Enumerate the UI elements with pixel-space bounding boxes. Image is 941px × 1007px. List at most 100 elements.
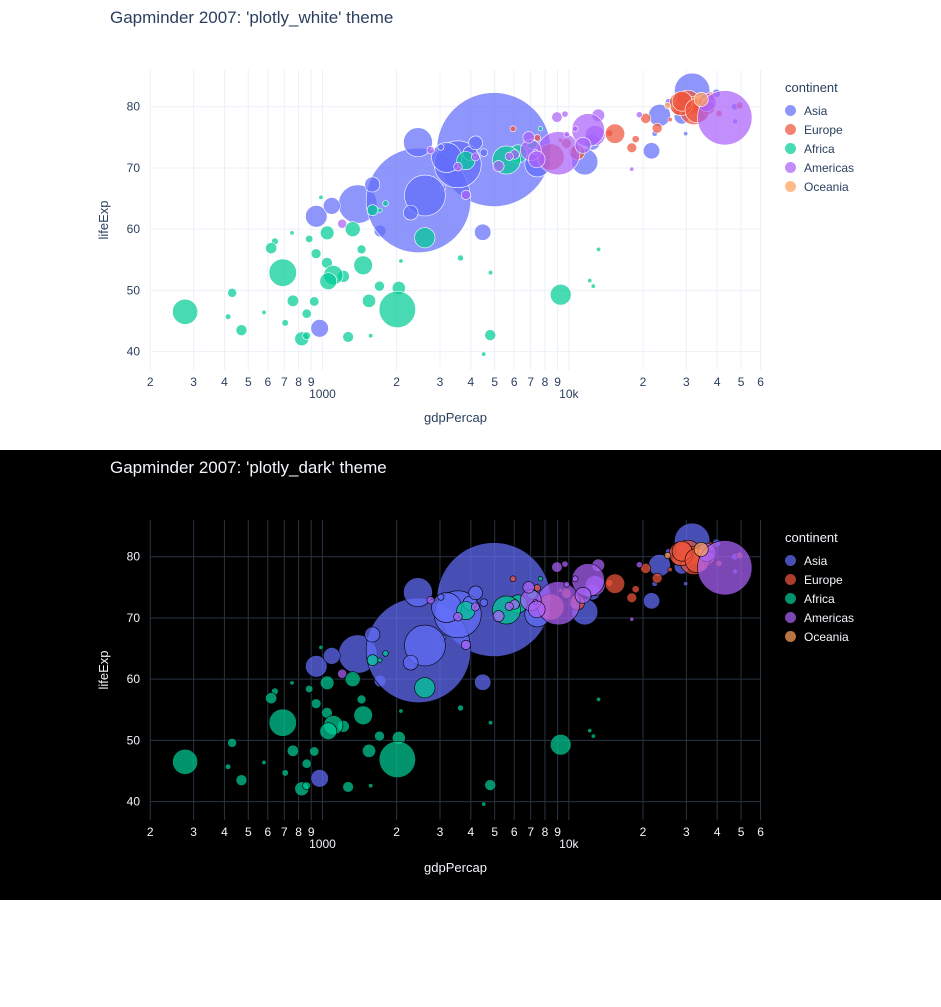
bubble-marker[interactable]	[378, 658, 382, 662]
bubble-marker[interactable]	[538, 577, 542, 581]
bubble-marker[interactable]	[694, 542, 708, 556]
bubble-marker[interactable]	[643, 143, 659, 159]
bubble-marker[interactable]	[290, 231, 294, 235]
bubble-marker[interactable]	[338, 669, 347, 678]
bubble-marker[interactable]	[652, 123, 662, 133]
bubble-marker[interactable]	[282, 320, 289, 327]
bubble-marker[interactable]	[469, 586, 483, 600]
bubble-marker[interactable]	[262, 760, 266, 764]
bubble-marker[interactable]	[374, 281, 384, 291]
bubble-marker[interactable]	[399, 259, 403, 263]
bubble-marker[interactable]	[228, 288, 237, 297]
bubble-marker[interactable]	[438, 144, 444, 150]
bubble-marker[interactable]	[482, 352, 486, 356]
bubble-marker[interactable]	[378, 208, 382, 212]
bubble-marker[interactable]	[354, 706, 373, 725]
bubble-marker[interactable]	[630, 617, 634, 621]
bubble-marker[interactable]	[636, 562, 642, 568]
bubble-marker[interactable]	[538, 127, 542, 131]
bubble-marker[interactable]	[319, 645, 323, 649]
bubble-marker[interactable]	[510, 126, 516, 132]
bubble-marker[interactable]	[552, 562, 563, 573]
bubble-marker[interactable]	[668, 567, 672, 571]
bubble-marker[interactable]	[365, 177, 380, 192]
bubble-marker[interactable]	[457, 705, 463, 711]
bubble-marker[interactable]	[311, 320, 329, 338]
bubble-marker[interactable]	[461, 640, 470, 649]
bubble-marker[interactable]	[287, 295, 298, 306]
legend-item-europe[interactable]: Europe	[785, 120, 854, 139]
bubble-marker[interactable]	[338, 219, 347, 228]
bubble-marker[interactable]	[588, 728, 592, 732]
bubble-marker[interactable]	[383, 651, 389, 657]
bubble-marker[interactable]	[311, 699, 321, 709]
bubble-marker[interactable]	[305, 685, 312, 692]
bubble-marker[interactable]	[311, 770, 329, 788]
bubble-marker[interactable]	[505, 152, 513, 160]
bubble-marker[interactable]	[562, 561, 568, 567]
bubble-marker[interactable]	[225, 764, 231, 770]
bubble-marker[interactable]	[572, 576, 578, 582]
bubble-marker[interactable]	[474, 224, 490, 240]
bubble-marker[interactable]	[457, 255, 463, 261]
bubble-marker[interactable]	[287, 745, 298, 756]
bubble-marker[interactable]	[564, 581, 570, 587]
bubble-marker[interactable]	[320, 273, 337, 290]
bubble-marker[interactable]	[596, 247, 600, 251]
legend-item-africa[interactable]: Africa	[785, 589, 854, 608]
bubble-marker[interactable]	[302, 309, 311, 318]
bubble-marker[interactable]	[632, 136, 639, 143]
legend-item-asia[interactable]: Asia	[785, 101, 854, 120]
bubble-marker[interactable]	[415, 678, 435, 698]
bubble-marker[interactable]	[427, 596, 434, 603]
bubble-marker[interactable]	[605, 124, 624, 143]
bubble-marker[interactable]	[302, 759, 311, 768]
bubble-marker[interactable]	[309, 297, 318, 306]
bubble-marker[interactable]	[454, 162, 463, 171]
bubble-marker[interactable]	[236, 325, 247, 336]
bubble-marker[interactable]	[303, 782, 311, 790]
bubble-marker[interactable]	[362, 294, 375, 307]
bubble-marker[interactable]	[591, 734, 595, 738]
legend-item-oceania[interactable]: Oceania	[785, 177, 854, 196]
bubble-marker[interactable]	[480, 599, 488, 607]
bubble-marker[interactable]	[474, 674, 490, 690]
bubble-marker[interactable]	[471, 603, 479, 611]
bubble-marker[interactable]	[505, 602, 513, 610]
bubble-marker[interactable]	[172, 299, 197, 324]
bubble-marker[interactable]	[303, 332, 311, 340]
bubble-marker[interactable]	[357, 245, 366, 254]
bubble-marker[interactable]	[311, 249, 321, 259]
bubble-marker[interactable]	[374, 731, 384, 741]
bubble-marker[interactable]	[399, 709, 403, 713]
bubble-marker[interactable]	[266, 693, 277, 704]
bubble-marker[interactable]	[652, 573, 662, 583]
bubble-marker[interactable]	[471, 153, 479, 161]
bubble-marker[interactable]	[403, 205, 418, 220]
legend-item-europe[interactable]: Europe	[785, 570, 854, 589]
bubble-marker[interactable]	[228, 738, 237, 747]
bubble-marker[interactable]	[319, 195, 323, 199]
bubble-marker[interactable]	[379, 291, 415, 327]
bubble-marker[interactable]	[668, 117, 672, 121]
bubble-marker[interactable]	[365, 627, 380, 642]
bubble-marker[interactable]	[596, 697, 600, 701]
bubble-marker[interactable]	[415, 228, 435, 248]
legend-item-oceania[interactable]: Oceania	[785, 627, 854, 646]
bubble-marker[interactable]	[290, 681, 294, 685]
bubble-marker[interactable]	[403, 655, 418, 670]
bubble-marker[interactable]	[493, 611, 504, 622]
bubble-marker[interactable]	[562, 111, 568, 117]
bubble-marker[interactable]	[523, 132, 535, 144]
bubble-marker[interactable]	[537, 582, 580, 625]
bubble-marker[interactable]	[664, 102, 670, 108]
bubble-marker[interactable]	[528, 601, 545, 618]
bubble-marker[interactable]	[537, 132, 580, 175]
bubble-marker[interactable]	[427, 146, 434, 153]
bubble-marker[interactable]	[694, 92, 708, 106]
bubble-marker[interactable]	[632, 586, 639, 593]
bubble-marker[interactable]	[588, 278, 592, 282]
bubble-marker[interactable]	[266, 243, 277, 254]
bubble-marker[interactable]	[309, 747, 318, 756]
bubble-marker[interactable]	[627, 143, 637, 153]
